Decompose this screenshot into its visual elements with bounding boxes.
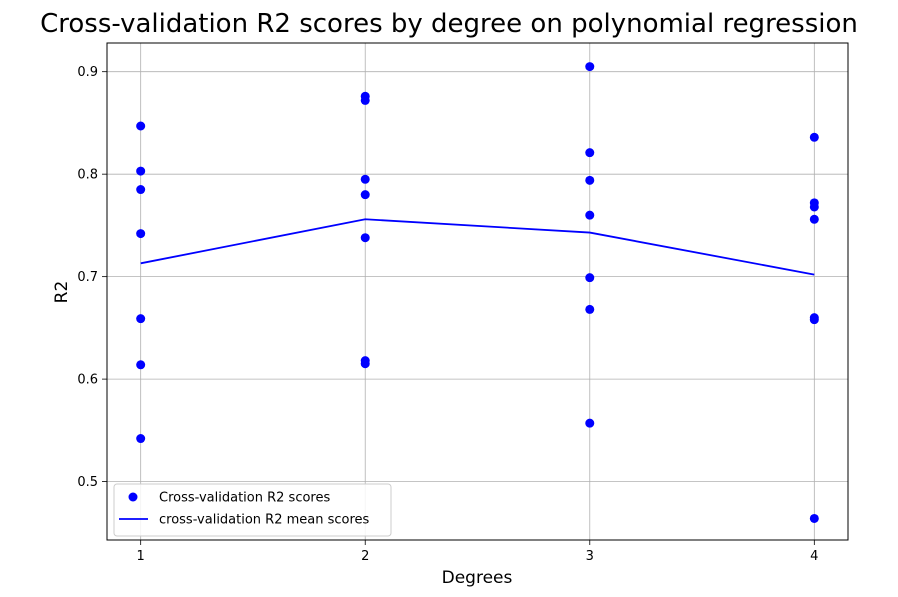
score-point	[809, 132, 819, 142]
ticks: 1 2 3 4 0.5 0.6 0.7 0.8 0.9	[77, 65, 818, 564]
x-tick-label: 3	[586, 549, 594, 564]
score-point	[360, 174, 370, 184]
score-point	[136, 185, 146, 195]
score-point	[585, 304, 595, 314]
score-point	[360, 190, 370, 200]
y-tick-label: 0.5	[77, 475, 98, 490]
y-tick-label: 0.6	[77, 373, 98, 388]
x-tick-label: 4	[810, 549, 818, 564]
score-point	[585, 175, 595, 185]
legend-line-label: cross-validation R2 mean scores	[159, 513, 370, 528]
score-point	[360, 359, 370, 369]
score-point	[136, 229, 146, 239]
x-axis-label: Degrees	[442, 568, 513, 588]
x-tick-label: 1	[137, 549, 145, 564]
scatter-points-layer	[136, 62, 819, 523]
mean-score-line	[140, 218, 815, 276]
score-point	[809, 315, 819, 325]
score-point	[809, 214, 819, 224]
legend-box	[113, 483, 392, 537]
score-point	[585, 148, 595, 158]
legend: Cross-validation R2 scores cross-validat…	[113, 483, 392, 537]
score-point	[360, 233, 370, 243]
score-point	[585, 418, 595, 428]
legend-scatter-label: Cross-validation R2 scores	[159, 491, 330, 506]
score-point	[136, 360, 146, 370]
score-point	[585, 210, 595, 220]
legend-scatter-marker	[128, 492, 138, 502]
y-tick-label: 0.7	[77, 270, 98, 285]
y-tick-label: 0.9	[77, 65, 98, 80]
score-point	[360, 95, 370, 105]
plot-frame	[106, 42, 849, 541]
score-point	[809, 202, 819, 212]
score-point	[585, 62, 595, 72]
score-point	[136, 166, 146, 176]
score-point	[585, 273, 595, 283]
y-tick-label: 0.8	[77, 168, 98, 183]
score-point	[809, 513, 819, 523]
y-axis-label: R2	[52, 281, 72, 304]
score-point	[136, 314, 146, 324]
mean-line-layer	[140, 218, 815, 276]
score-point	[136, 434, 146, 444]
score-point	[136, 121, 146, 131]
grid	[107, 43, 848, 540]
x-tick-label: 2	[361, 549, 369, 564]
chart-title: Cross-validation R2 scores by degree on …	[40, 9, 858, 39]
